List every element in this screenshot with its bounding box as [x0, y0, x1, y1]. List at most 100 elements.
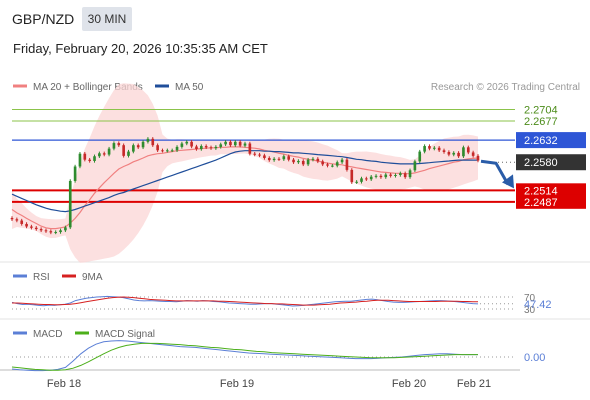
candle	[340, 157, 344, 164]
candle	[68, 179, 72, 230]
candle-body	[68, 180, 72, 228]
candle-body	[282, 156, 286, 160]
support-label: 2.2487	[524, 197, 558, 209]
candle-body	[10, 217, 14, 220]
candle	[282, 154, 286, 161]
candle-body	[437, 147, 441, 151]
candle-body	[379, 175, 383, 178]
candle-body	[399, 173, 402, 175]
rsi-current-label: 47.42	[524, 299, 552, 311]
candle	[20, 218, 24, 226]
candle	[122, 143, 125, 158]
candle-body	[326, 164, 329, 166]
candle	[112, 141, 116, 151]
candle-body	[20, 220, 24, 224]
candle-body	[229, 141, 232, 146]
candle-body	[369, 176, 373, 180]
candle	[248, 141, 252, 156]
green-level-label: 2.2677	[524, 116, 558, 128]
candle	[88, 157, 91, 163]
candle	[78, 152, 82, 169]
candle	[263, 153, 266, 160]
candle	[64, 225, 67, 233]
rsi-level-label: 70	[524, 293, 536, 304]
candle-body	[64, 227, 67, 231]
candle-body	[204, 146, 208, 148]
candle	[185, 140, 189, 146]
candle-body	[180, 143, 184, 147]
candle-body	[107, 148, 111, 155]
candle	[345, 157, 349, 172]
candle-body	[156, 145, 159, 151]
candle	[379, 174, 383, 179]
candle	[141, 140, 145, 150]
candle-body	[93, 156, 96, 161]
candle	[136, 143, 140, 150]
candle	[224, 140, 227, 147]
candle	[447, 150, 451, 157]
candle	[54, 230, 58, 235]
macd-signal-line	[11, 342, 478, 371]
candle-body	[331, 165, 334, 167]
candle	[15, 217, 19, 223]
candle-body	[442, 150, 446, 153]
candle-body	[277, 158, 281, 160]
candle-body	[263, 155, 266, 158]
candle	[190, 140, 193, 149]
candle	[326, 162, 329, 168]
forecast-arrow	[480, 159, 510, 186]
candle	[428, 144, 431, 151]
candle-body	[374, 175, 378, 177]
timeframe-button[interactable]: 30 MIN	[82, 7, 132, 31]
candle	[10, 216, 14, 221]
candle-body	[132, 145, 135, 152]
candle	[365, 176, 368, 181]
candle-body	[462, 147, 465, 157]
candle-body	[471, 152, 475, 156]
candle	[452, 151, 456, 157]
research-credit: Research © 2026 Trading Central	[431, 82, 580, 93]
candle	[219, 142, 223, 149]
candle	[132, 143, 135, 154]
candle	[471, 150, 475, 158]
candle-body	[292, 159, 295, 163]
candle-body	[316, 158, 320, 162]
candle-body	[199, 146, 203, 150]
candle-body	[30, 226, 33, 228]
x-tick-label: Feb 21	[457, 378, 491, 390]
candle	[432, 146, 436, 151]
candle-body	[287, 156, 291, 160]
candle	[355, 180, 358, 184]
candle-body	[112, 143, 116, 149]
rsi-legend-label: RSI	[33, 272, 50, 283]
candle	[423, 144, 426, 154]
rsi-line	[11, 295, 479, 307]
candle-body	[365, 178, 368, 180]
macd-line	[11, 340, 478, 372]
ma50-legend-label: MA 50	[175, 82, 204, 93]
candle	[374, 174, 378, 179]
candle	[258, 152, 261, 158]
candle-body	[238, 141, 242, 146]
support-tag	[516, 194, 586, 209]
candle-body	[224, 141, 227, 145]
candle-body	[447, 152, 451, 155]
candle	[292, 157, 295, 164]
candle	[25, 222, 28, 229]
candle	[49, 229, 53, 235]
candle	[350, 168, 354, 184]
candle	[399, 171, 402, 177]
candle-body	[39, 229, 43, 231]
candle	[44, 228, 48, 233]
candle-body	[267, 157, 271, 161]
candle	[34, 226, 38, 231]
candle	[107, 146, 111, 157]
candle-body	[258, 154, 261, 156]
candle-body	[233, 141, 237, 146]
candle	[229, 140, 232, 147]
candle-body	[73, 166, 77, 181]
candle	[389, 172, 392, 178]
candle	[321, 159, 324, 167]
candle	[476, 154, 480, 163]
candle-body	[161, 150, 164, 152]
